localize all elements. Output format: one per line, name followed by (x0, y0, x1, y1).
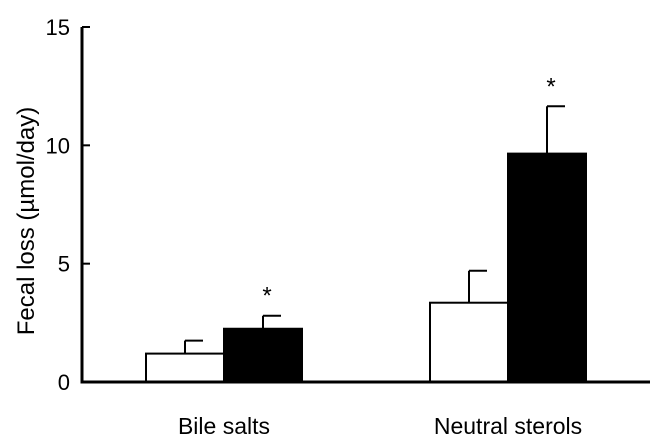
significance-asterisk: * (262, 283, 271, 310)
significance-asterisk: * (546, 73, 555, 100)
x-category-label: Bile salts (178, 413, 270, 439)
bar (223, 327, 303, 383)
bar (429, 301, 509, 384)
y-tick-label: 0 (58, 370, 70, 395)
x-category-label: Neutral sterols (434, 413, 582, 439)
y-tick-label: 15 (46, 15, 70, 40)
bar (145, 352, 225, 384)
y-tick-label: 5 (58, 252, 70, 277)
y-axis-title: Fecal loss (µmol/day) (13, 107, 40, 336)
y-tick-label: 10 (46, 133, 70, 158)
bar (507, 152, 587, 383)
